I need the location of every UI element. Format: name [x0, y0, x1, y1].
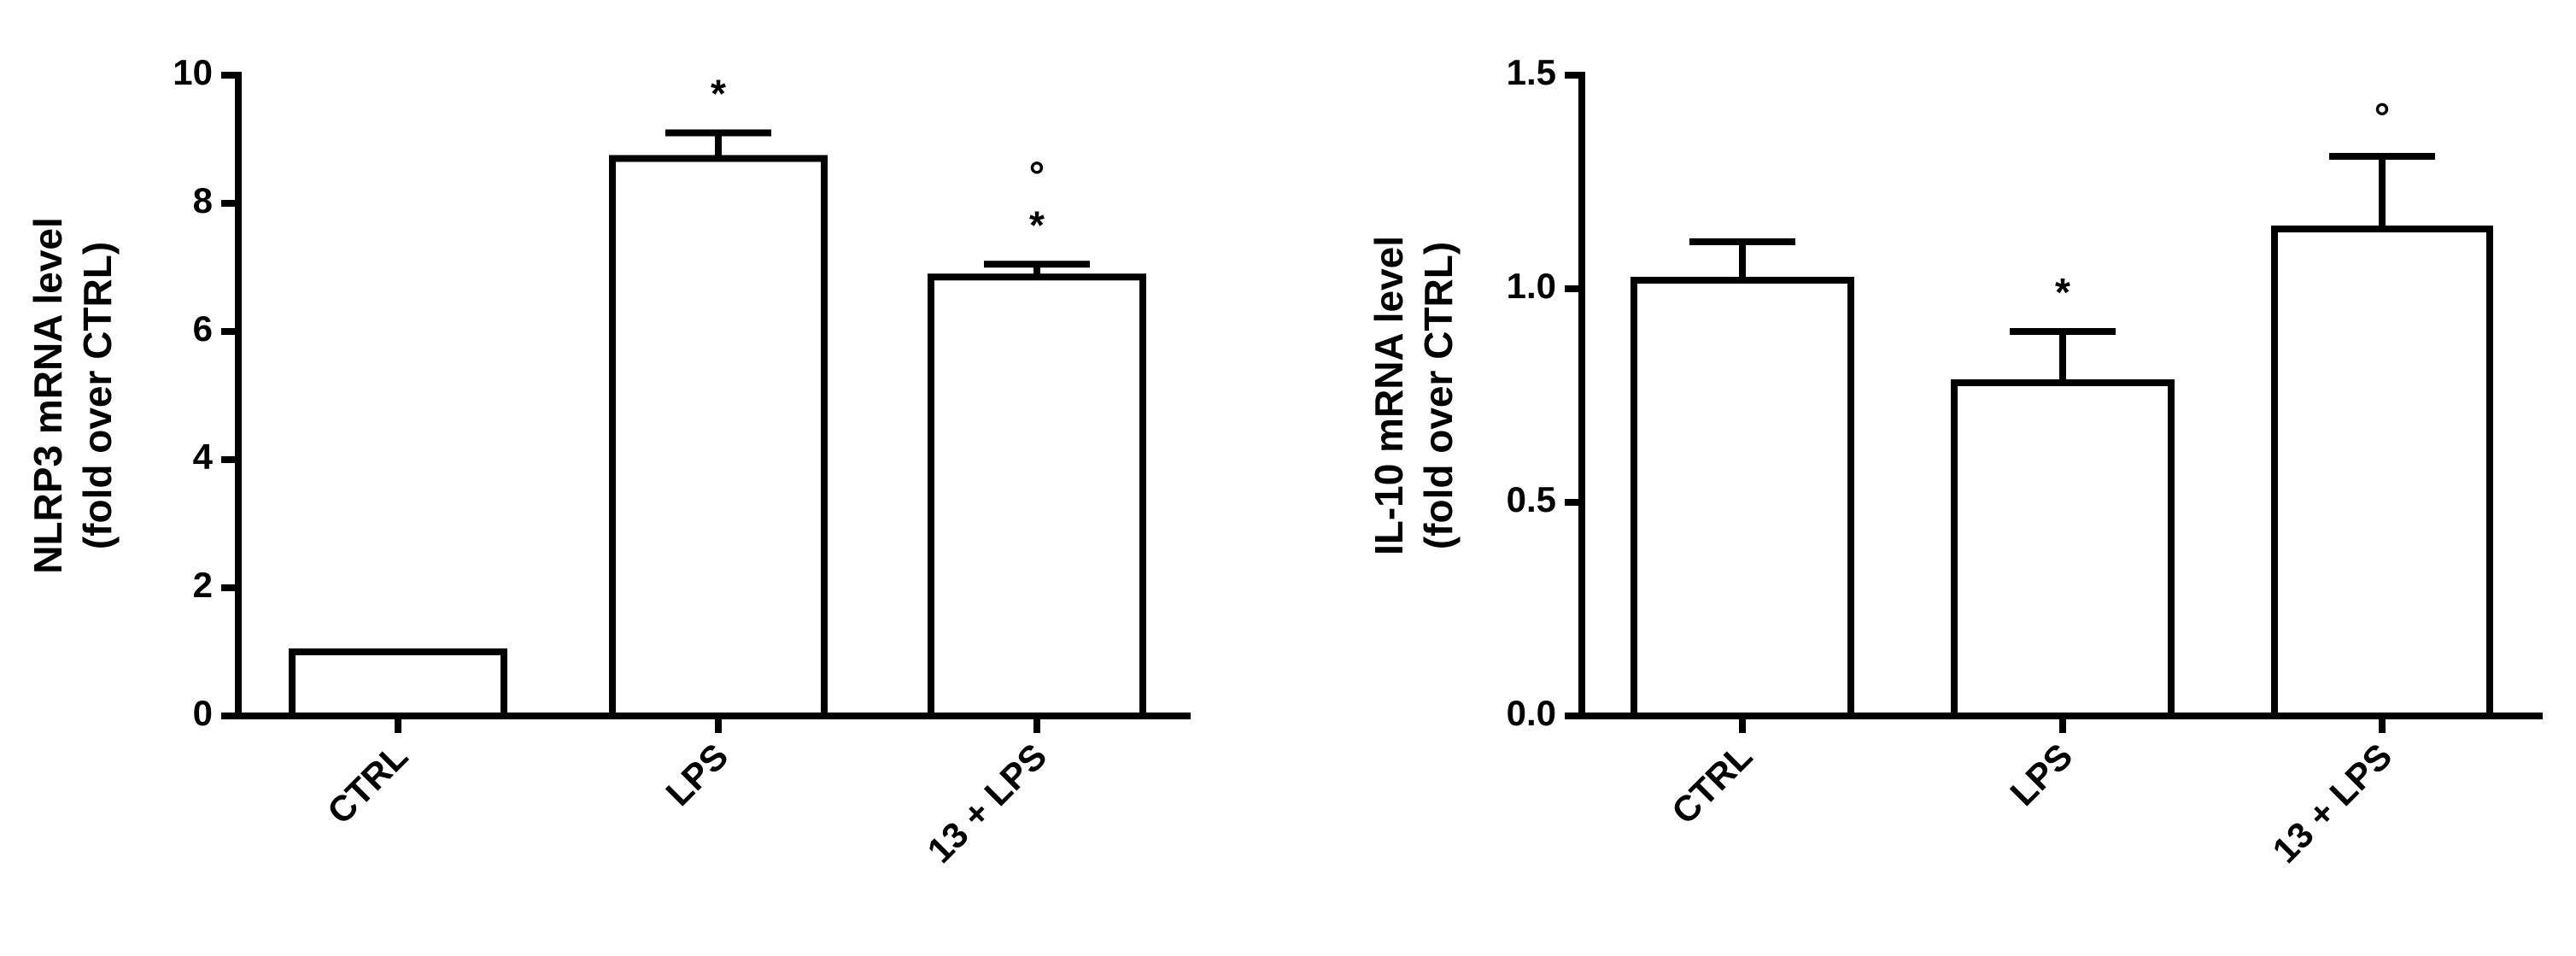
y-tick-label: 8: [193, 180, 213, 220]
y-tick-label: 0.0: [1507, 693, 1556, 733]
annotation: *: [711, 72, 726, 116]
y-axis-label: (fold over CTRL): [1416, 242, 1461, 549]
bar: [1630, 277, 1854, 719]
x-tick-label: 13 + LPS: [2264, 736, 2399, 871]
y-tick-label: 0: [193, 693, 213, 733]
bar: [609, 155, 828, 719]
x-tick-label: 13 + LPS: [919, 736, 1054, 871]
y-tick-label: 2: [193, 565, 213, 605]
x-tick-label: LPS: [658, 736, 735, 813]
bar: [289, 648, 507, 719]
x-tick-label: CTRL: [1664, 736, 1759, 831]
x-tick-label: LPS: [2002, 736, 2080, 813]
chart: IL-10 mRNA level (fold over CTRL) 0.0 0.5 1.…: [1367, 52, 2543, 871]
x-tick-label: CTRL: [319, 736, 415, 831]
annotation: *: [1029, 202, 1045, 247]
y-axis-label: NLRP3 mRNA level: [26, 217, 70, 574]
y-axis-label: IL-10 mRNA level: [1367, 236, 1411, 555]
bar: [928, 273, 1146, 719]
bar: [1951, 379, 2175, 719]
y-tick-label: 10: [173, 52, 213, 92]
y-tick-label: 6: [193, 308, 213, 349]
annotation: *: [2055, 270, 2070, 314]
bar: [2271, 226, 2493, 719]
y-tick-label: 1.0: [1507, 266, 1556, 306]
y-axis-label: (fold over CTRL): [75, 242, 120, 549]
y-tick-label: 4: [193, 437, 214, 477]
annotation: °: [2374, 95, 2390, 139]
annotation: °: [1029, 153, 1045, 197]
y-tick-label: 0.5: [1507, 479, 1556, 519]
y-tick-label: 1.5: [1507, 52, 1556, 92]
chart: NLRP3 mRNA level (fold over CTRL) 0 2 4 6 8 10 C…: [26, 52, 1191, 871]
